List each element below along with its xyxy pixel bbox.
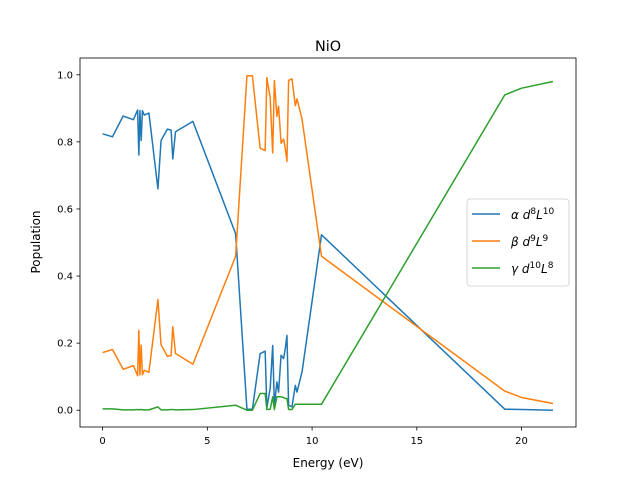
- y-tick-label: 1.0: [57, 70, 73, 81]
- y-tick-label: 0.4: [57, 272, 73, 283]
- legend-label-2: β d9L9: [510, 234, 549, 249]
- series-line-2: [102, 75, 554, 405]
- legend-label-3: γ d10L8: [511, 261, 554, 276]
- axes-frame: [79, 57, 577, 428]
- y-axis: 0.0 0.2 0.4 0.6 0.8 1.0: [57, 70, 80, 417]
- y-tick-label: 0.2: [57, 339, 73, 350]
- x-tick-label: 5: [204, 436, 210, 447]
- legend-label-1: α d8L10: [511, 207, 554, 222]
- legend-box: [466, 198, 570, 287]
- x-axis-label: Energy (eV): [293, 456, 364, 470]
- x-tick-label: 0: [99, 436, 105, 447]
- chart-title: NiO: [315, 39, 341, 55]
- x-tick-label: 20: [515, 436, 528, 447]
- x-tick-label: 10: [306, 436, 319, 447]
- plot-area: [102, 75, 554, 411]
- series-line-3: [102, 80, 554, 411]
- x-tick-label: 15: [410, 436, 423, 447]
- legend: α d8L10 β d9L9 γ d10L8: [466, 198, 570, 287]
- x-axis: 0 5 10 15 20: [99, 427, 528, 447]
- y-tick-label: 0.8: [57, 137, 73, 148]
- y-tick-label: 0.6: [57, 204, 73, 215]
- y-axis-label: Population: [29, 210, 43, 273]
- y-tick-label: 0.0: [57, 406, 73, 417]
